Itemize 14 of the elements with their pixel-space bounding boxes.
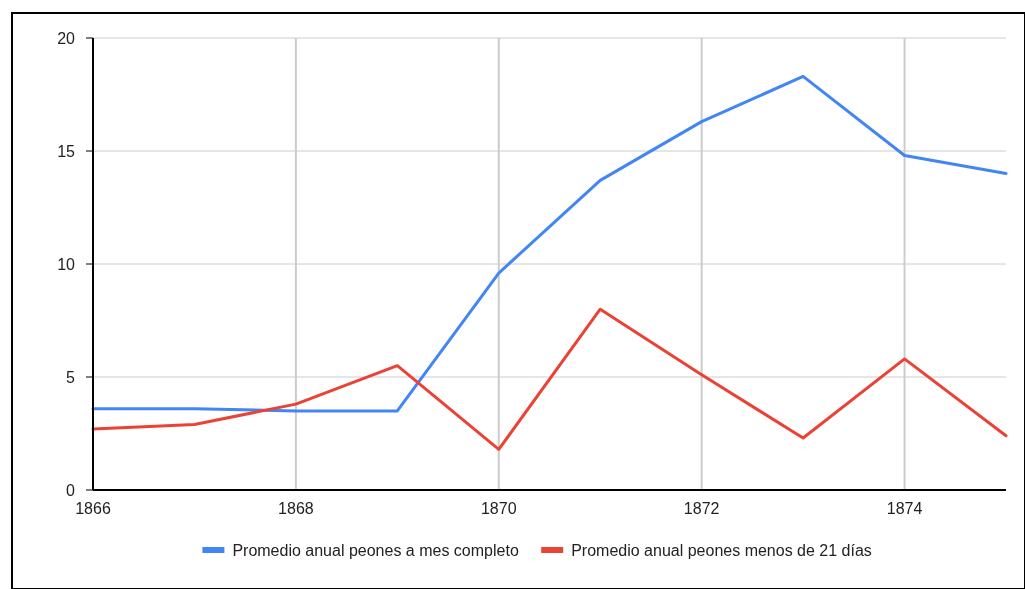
y-tick-label: 0 <box>66 481 76 499</box>
y-tick-label: 5 <box>66 368 76 386</box>
x-tick-label: 1874 <box>886 500 923 517</box>
y-tick-label: 10 <box>57 255 76 273</box>
y-tick-label: 20 <box>57 29 76 47</box>
x-tick-label: 1870 <box>480 500 517 517</box>
legend-label: Promedio anual peones a mes completo <box>232 541 519 559</box>
legend-label: Promedio anual peones menos de 21 días <box>571 541 872 559</box>
x-tick-label: 1866 <box>75 500 111 517</box>
line-series <box>91 74 1008 413</box>
y-tick-label: 15 <box>57 142 76 160</box>
line-series <box>91 307 1008 451</box>
x-tick-label: 1868 <box>278 500 314 517</box>
x-tick-label: 1872 <box>683 500 720 517</box>
